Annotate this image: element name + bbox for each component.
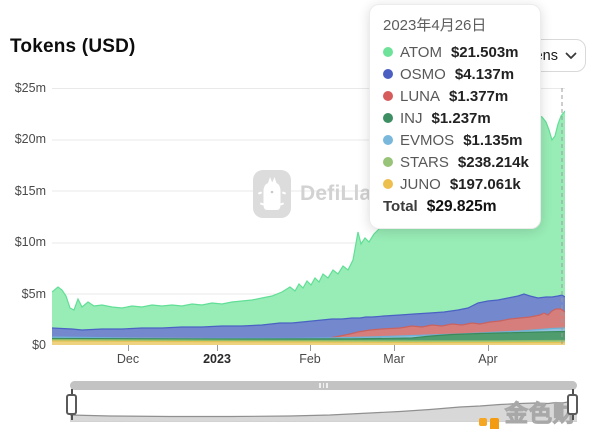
defillama-llama-icon (253, 170, 291, 218)
y-axis-label: $0 (32, 338, 46, 352)
jinse-finance-watermark-text: 金色财经 (504, 400, 577, 427)
jinse-finance-logo-icon (478, 417, 501, 429)
tooltip-row-osmo: OSMO $4.137m (383, 63, 527, 85)
tooltip-date: 2023年4月26日 (383, 17, 487, 34)
token-name: STARS (400, 153, 449, 171)
tooltip-row-atom: ATOM $21.503m (383, 41, 527, 63)
token-value: $1.135m (463, 131, 523, 149)
token-value: $1.237m (431, 109, 491, 127)
y-axis-label: $15m (14, 184, 46, 198)
x-axis-tick (394, 345, 395, 351)
luna-color-dot (383, 91, 393, 101)
y-axis-label: $25m (14, 81, 46, 95)
brush-mini-chart[interactable] (69, 391, 578, 421)
x-axis-label: Dec (116, 352, 140, 366)
token-value: $238.214k (457, 153, 529, 171)
y-axis-label: $10m (14, 235, 46, 249)
jinse-finance-watermark: 金色财经 (478, 394, 600, 429)
x-axis-tick (128, 345, 129, 351)
token-name: LUNA (400, 87, 441, 105)
x-axis-label: Feb (299, 352, 321, 366)
brush-left-handle[interactable] (66, 394, 77, 415)
token-value: $197.061k (449, 175, 521, 193)
evmos-color-dot (383, 135, 393, 145)
osmo-color-dot (383, 69, 393, 79)
inj-color-dot (383, 113, 393, 123)
token-value: $21.503m (450, 43, 519, 61)
total-label: Total (383, 198, 418, 215)
tooltip-row-luna: LUNA $1.377m (383, 85, 527, 107)
token-value: $1.377m (449, 87, 509, 105)
tooltip-row-evmos: EVMOS $1.135m (383, 129, 527, 151)
token-name: INJ (400, 109, 423, 127)
token-name: JUNO (400, 175, 441, 193)
x-axis-tick (488, 345, 489, 351)
tooltip-total-row: Total $29.825m (383, 195, 527, 218)
page-title: Tokens (USD) (10, 36, 136, 57)
chevron-down-icon (565, 52, 577, 59)
tooltip-row-juno: JUNO $197.061k (383, 173, 527, 195)
brush-grip-icon[interactable] (319, 383, 328, 388)
token-name: ATOM (400, 43, 442, 61)
brush-baseline (70, 421, 577, 422)
brush-scrollbar[interactable] (70, 381, 577, 390)
token-name: OSMO (400, 65, 446, 83)
token-value: $4.137m (454, 65, 515, 83)
x-axis-tick (310, 345, 311, 351)
chart-tooltip: 2023年4月26日 ATOM $21.503m OSMO $4.137m LU… (369, 4, 541, 229)
tooltip-row-inj: INJ $1.237m (383, 107, 527, 129)
brush-right-handle[interactable] (567, 394, 578, 415)
y-axis-label: $5m (21, 287, 46, 301)
y-axis-label: $20m (14, 132, 46, 146)
tooltip-row-stars: STARS $238.214k (383, 151, 529, 173)
x-axis-label: Mar (383, 352, 405, 366)
total-value: $29.825m (426, 197, 497, 215)
atom-color-dot (383, 47, 393, 57)
x-axis-label: Apr (478, 352, 498, 366)
juno-color-dot (383, 179, 393, 189)
stars-color-dot (383, 157, 393, 167)
x-axis-label: 2023 (203, 352, 231, 366)
token-name: EVMOS (400, 131, 455, 149)
x-axis-tick (217, 345, 218, 351)
